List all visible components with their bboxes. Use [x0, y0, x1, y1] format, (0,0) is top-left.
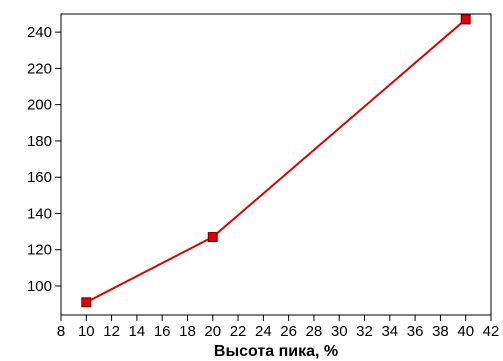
x-axis-ticks: 8 10 12 14 16 18 20 22 24 26 28 30 32 34 36 38 40 42 [57, 315, 500, 340]
y-tick-label: 140 [27, 205, 52, 222]
data-point-marker [460, 14, 471, 25]
x-tick-label: 16 [154, 323, 171, 340]
y-tick-label: 200 [27, 97, 52, 114]
x-tick-label: 26 [280, 323, 297, 340]
x-tick-label: 28 [306, 323, 323, 340]
x-tick-label: 40 [457, 323, 474, 340]
y-tick-label: 160 [27, 169, 52, 186]
series-line [85, 18, 467, 304]
y-tick-label: 100 [27, 278, 52, 295]
x-axis-title: Высота пика, % [214, 343, 338, 360]
x-tick-label: 32 [356, 323, 373, 340]
y-tick-label: 180 [27, 133, 52, 150]
y-tick-label: 220 [27, 60, 52, 77]
x-tick-label: 14 [129, 323, 146, 340]
data-series [81, 14, 471, 308]
x-tick-label: 42 [483, 323, 500, 340]
data-point-marker [81, 297, 92, 308]
x-tick-label: 10 [78, 323, 95, 340]
x-tick-label: 20 [204, 323, 221, 340]
x-tick-label: 24 [255, 323, 272, 340]
x-tick-label: 22 [230, 323, 247, 340]
x-tick-label: 18 [179, 323, 196, 340]
data-point-marker [207, 232, 218, 243]
x-tick-label: 38 [432, 323, 449, 340]
x-tick-label: 36 [407, 323, 424, 340]
y-tick-label: 240 [27, 24, 52, 41]
x-tick-label: 12 [103, 323, 120, 340]
x-tick-label: 34 [381, 323, 398, 340]
y-tick-label: 120 [27, 242, 52, 259]
plot-frame [60, 13, 492, 316]
y-axis-ticks: 100 120 140 160 180 200 220 240 [27, 24, 61, 295]
x-tick-label: 8 [57, 323, 65, 340]
x-tick-label: 30 [331, 323, 348, 340]
